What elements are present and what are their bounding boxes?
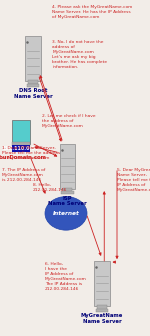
Text: MyGreatName
Name Server: MyGreatName Name Server bbox=[81, 313, 123, 324]
Text: YourDomain.com: YourDomain.com bbox=[0, 155, 46, 160]
FancyBboxPatch shape bbox=[12, 145, 30, 152]
FancyBboxPatch shape bbox=[96, 309, 108, 312]
Text: Internet: Internet bbox=[53, 211, 79, 216]
FancyBboxPatch shape bbox=[28, 80, 38, 84]
FancyBboxPatch shape bbox=[94, 261, 110, 306]
FancyBboxPatch shape bbox=[12, 142, 30, 146]
Text: DNS Root
Name Server: DNS Root Name Server bbox=[14, 88, 52, 99]
Text: 4. Please ask the MyGreatName.com
Name Server. He has the IP Address
of MyGreatN: 4. Please ask the MyGreatName.com Name S… bbox=[52, 5, 133, 19]
Text: ISP
Name Server: ISP Name Server bbox=[48, 196, 87, 206]
Text: 6. Hello,
I have the
IP Address of
MyGreatName.com
The IP Address is
212.00.284.: 6. Hello, I have the IP Address of MyGre… bbox=[45, 262, 87, 291]
FancyBboxPatch shape bbox=[63, 188, 72, 192]
FancyBboxPatch shape bbox=[61, 191, 74, 194]
Text: 2. Let me check if I have
the address of
MyGreatName.com: 2. Let me check if I have the address of… bbox=[42, 114, 96, 128]
FancyBboxPatch shape bbox=[25, 36, 41, 81]
Ellipse shape bbox=[45, 197, 87, 230]
FancyBboxPatch shape bbox=[60, 144, 75, 189]
Text: 7. The IP Address of
MyGreatName.com
is 212.00.284.146: 7. The IP Address of MyGreatName.com is … bbox=[2, 168, 45, 182]
Text: 3. No, I do not have the
address of
MyGreatName.com
Let's me ask my big
brother.: 3. No, I do not have the address of MyGr… bbox=[52, 40, 108, 69]
Text: 1. Dear ISP NameServer,
Please tell me the address
of MyGreatName.com: 1. Dear ISP NameServer, Please tell me t… bbox=[2, 146, 60, 160]
Text: 8. Hello,
212.00.284.146: 8. Hello, 212.00.284.146 bbox=[33, 183, 67, 192]
FancyBboxPatch shape bbox=[97, 305, 107, 309]
Text: 192.110.0.11: 192.110.0.11 bbox=[3, 146, 39, 151]
FancyBboxPatch shape bbox=[27, 84, 39, 87]
Text: 5. Dear MyGreatName.com
Name Server,
Please tell me the
IP Address of
MyGreatNam: 5. Dear MyGreatName.com Name Server, Ple… bbox=[117, 168, 150, 192]
FancyBboxPatch shape bbox=[12, 120, 30, 144]
